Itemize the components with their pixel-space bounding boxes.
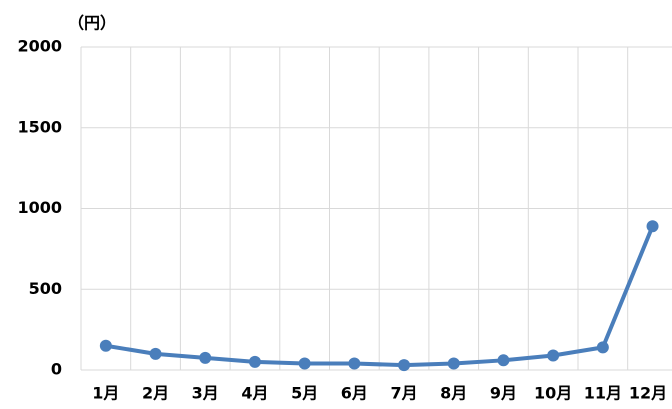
x-tick-label: 11月 bbox=[584, 384, 622, 403]
x-tick-label: 6月 bbox=[341, 384, 368, 403]
x-tick-label: 8月 bbox=[440, 384, 467, 403]
x-tick-label: 12月 bbox=[629, 384, 667, 403]
data-point bbox=[497, 354, 510, 367]
x-tick-label: 3月 bbox=[192, 384, 219, 403]
data-point bbox=[199, 351, 212, 364]
series-line bbox=[105, 225, 655, 368]
data-point bbox=[547, 349, 560, 362]
data-point bbox=[447, 357, 460, 370]
x-tick-label: 5月 bbox=[291, 384, 318, 403]
x-tick-label: 2月 bbox=[142, 384, 169, 403]
y-tick-label: 1000 bbox=[17, 198, 62, 217]
x-tick-label: 9月 bbox=[490, 384, 517, 403]
data-point bbox=[99, 339, 112, 352]
x-tick-label: 7月 bbox=[390, 384, 417, 403]
y-tick-label: 500 bbox=[29, 279, 62, 298]
x-tick-label: 10月 bbox=[534, 384, 572, 403]
data-point bbox=[298, 357, 311, 370]
data-point bbox=[398, 359, 411, 372]
y-axis-label: （円） bbox=[68, 14, 116, 33]
data-point bbox=[646, 220, 659, 233]
data-point bbox=[149, 347, 162, 360]
data-point bbox=[596, 341, 609, 354]
x-tick-label: 4月 bbox=[241, 384, 268, 403]
y-tick-label: 1500 bbox=[17, 117, 62, 136]
y-tick-label: 0 bbox=[51, 360, 62, 379]
x-tick-label: 1月 bbox=[92, 384, 119, 403]
y-tick-label: 2000 bbox=[17, 37, 62, 56]
data-point bbox=[248, 355, 261, 368]
data-point bbox=[348, 357, 361, 370]
